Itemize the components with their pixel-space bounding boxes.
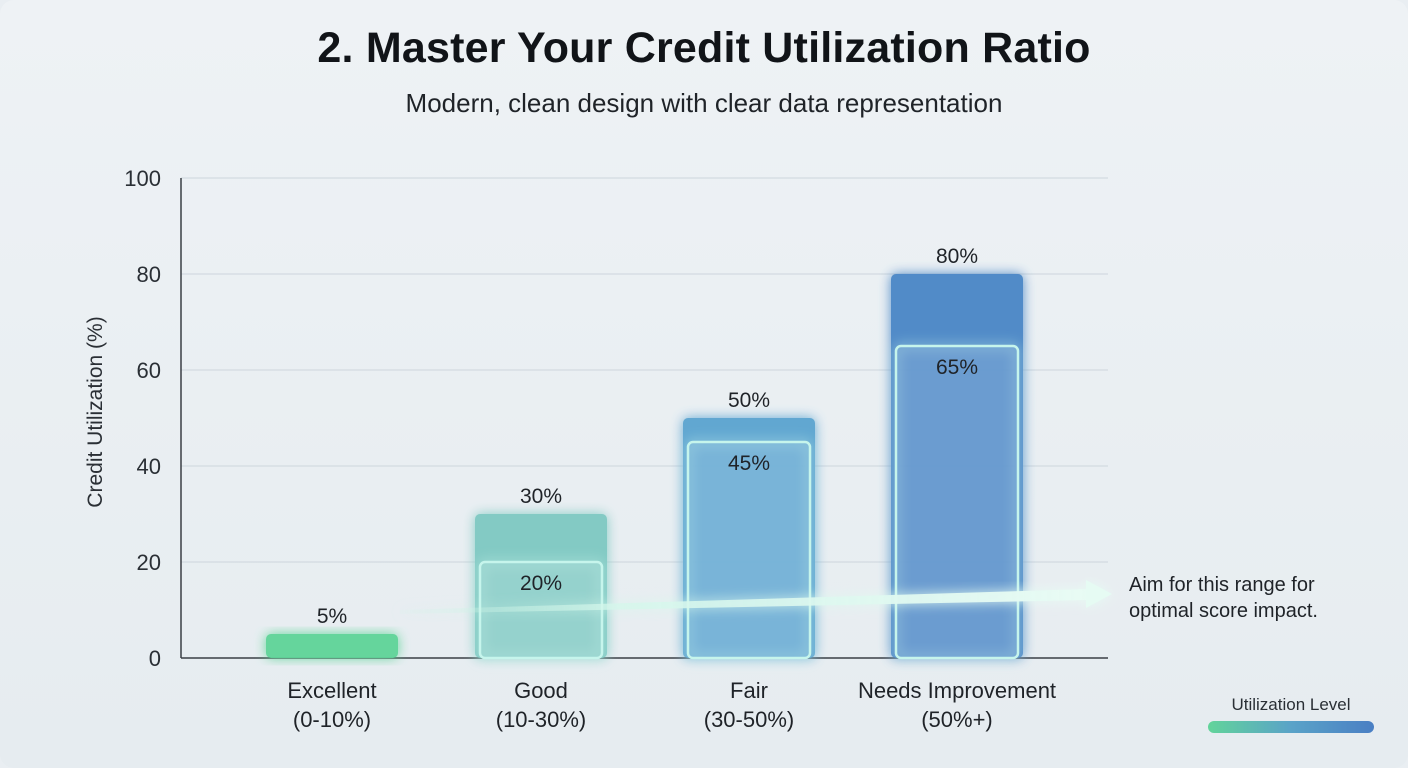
target-arrow: [400, 580, 1112, 614]
chart-title: 2. Master Your Credit Utilization Ratio: [317, 24, 1091, 72]
bar-inner-value-label: 65%: [936, 356, 978, 379]
annotation-line-1: Aim for this range for: [1129, 574, 1315, 596]
x-category-label: Good: [514, 678, 568, 703]
bar-inner-value-label: 20%: [520, 572, 562, 595]
y-tick-label: 0: [149, 646, 161, 671]
x-category-range-label: (30-50%): [704, 707, 794, 732]
legend-label: Utilization Level: [1231, 695, 1351, 714]
x-category-range-label: (10-30%): [496, 707, 586, 732]
bar-inner-outline: [894, 344, 1020, 660]
x-category-label: Excellent: [287, 678, 376, 703]
target-arrow-head: [1086, 580, 1112, 608]
bar-value-label: 5%: [317, 605, 347, 628]
y-tick-label: 60: [137, 358, 161, 383]
legend-gradient-bar: [1208, 721, 1374, 733]
x-category-range-label: (50%+): [921, 707, 993, 732]
bar-outer: [266, 634, 398, 658]
bar-value-label: 30%: [520, 485, 562, 508]
bar-value-label: 80%: [936, 245, 978, 268]
y-tick-label: 40: [137, 454, 161, 479]
x-category-label: Fair: [730, 678, 768, 703]
y-tick-label: 80: [137, 262, 161, 287]
annotation-line-2: optimal score impact.: [1129, 600, 1318, 622]
y-tick-label: 100: [124, 166, 161, 191]
bar-value-label: 50%: [728, 389, 770, 412]
x-category-range-label: (0-10%): [293, 707, 371, 732]
x-category-label: Needs Improvement: [858, 678, 1056, 703]
y-axis-label: Credit Utilization (%): [84, 316, 107, 507]
y-tick-label: 20: [137, 550, 161, 575]
bar-inner-value-label: 45%: [728, 452, 770, 475]
target-arrow-shaft: [400, 589, 1088, 614]
chart-subtitle: Modern, clean design with clear data rep…: [405, 88, 1003, 118]
